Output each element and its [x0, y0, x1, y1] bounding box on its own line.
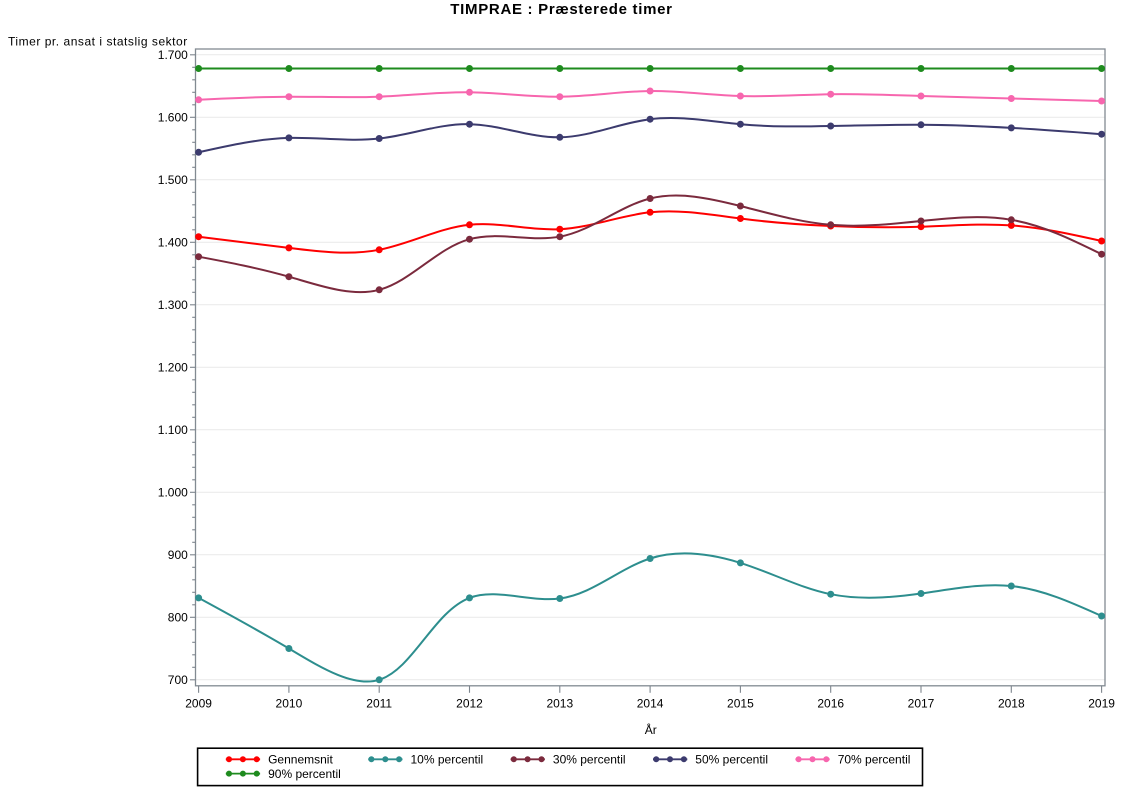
- svg-text:30% percentil: 30% percentil: [553, 753, 626, 767]
- svg-text:2017: 2017: [908, 697, 935, 711]
- svg-text:90% percentil: 90% percentil: [268, 767, 341, 781]
- svg-text:2015: 2015: [727, 697, 754, 711]
- svg-text:2019: 2019: [1088, 697, 1115, 711]
- svg-text:2013: 2013: [546, 697, 573, 711]
- svg-text:1.200: 1.200: [158, 361, 188, 375]
- svg-text:900: 900: [168, 548, 188, 562]
- svg-text:1.100: 1.100: [158, 423, 188, 437]
- svg-text:Timer pr. ansat i statslig sek: Timer pr. ansat i statslig sektor: [8, 35, 188, 49]
- svg-text:700: 700: [168, 673, 188, 687]
- svg-text:År: År: [645, 722, 657, 737]
- svg-text:1.300: 1.300: [158, 298, 188, 312]
- svg-text:1.700: 1.700: [158, 48, 188, 62]
- svg-text:800: 800: [168, 611, 188, 625]
- svg-text:2014: 2014: [637, 697, 664, 711]
- svg-text:1.500: 1.500: [158, 173, 188, 187]
- svg-text:1.400: 1.400: [158, 236, 188, 250]
- svg-text:2010: 2010: [276, 697, 303, 711]
- svg-text:70% percentil: 70% percentil: [838, 753, 911, 767]
- svg-text:2012: 2012: [456, 697, 483, 711]
- svg-text:2009: 2009: [185, 697, 212, 711]
- svg-text:1.600: 1.600: [158, 111, 188, 125]
- svg-text:TIMPRAE : Præsterede timer: TIMPRAE : Præsterede timer: [450, 1, 672, 18]
- svg-text:50% percentil: 50% percentil: [695, 753, 768, 767]
- svg-text:Gennemsnit: Gennemsnit: [268, 753, 333, 767]
- svg-text:1.000: 1.000: [158, 486, 188, 500]
- svg-text:2016: 2016: [817, 697, 844, 711]
- svg-text:2011: 2011: [366, 697, 392, 711]
- svg-text:2018: 2018: [998, 697, 1025, 711]
- svg-text:10% percentil: 10% percentil: [411, 753, 484, 767]
